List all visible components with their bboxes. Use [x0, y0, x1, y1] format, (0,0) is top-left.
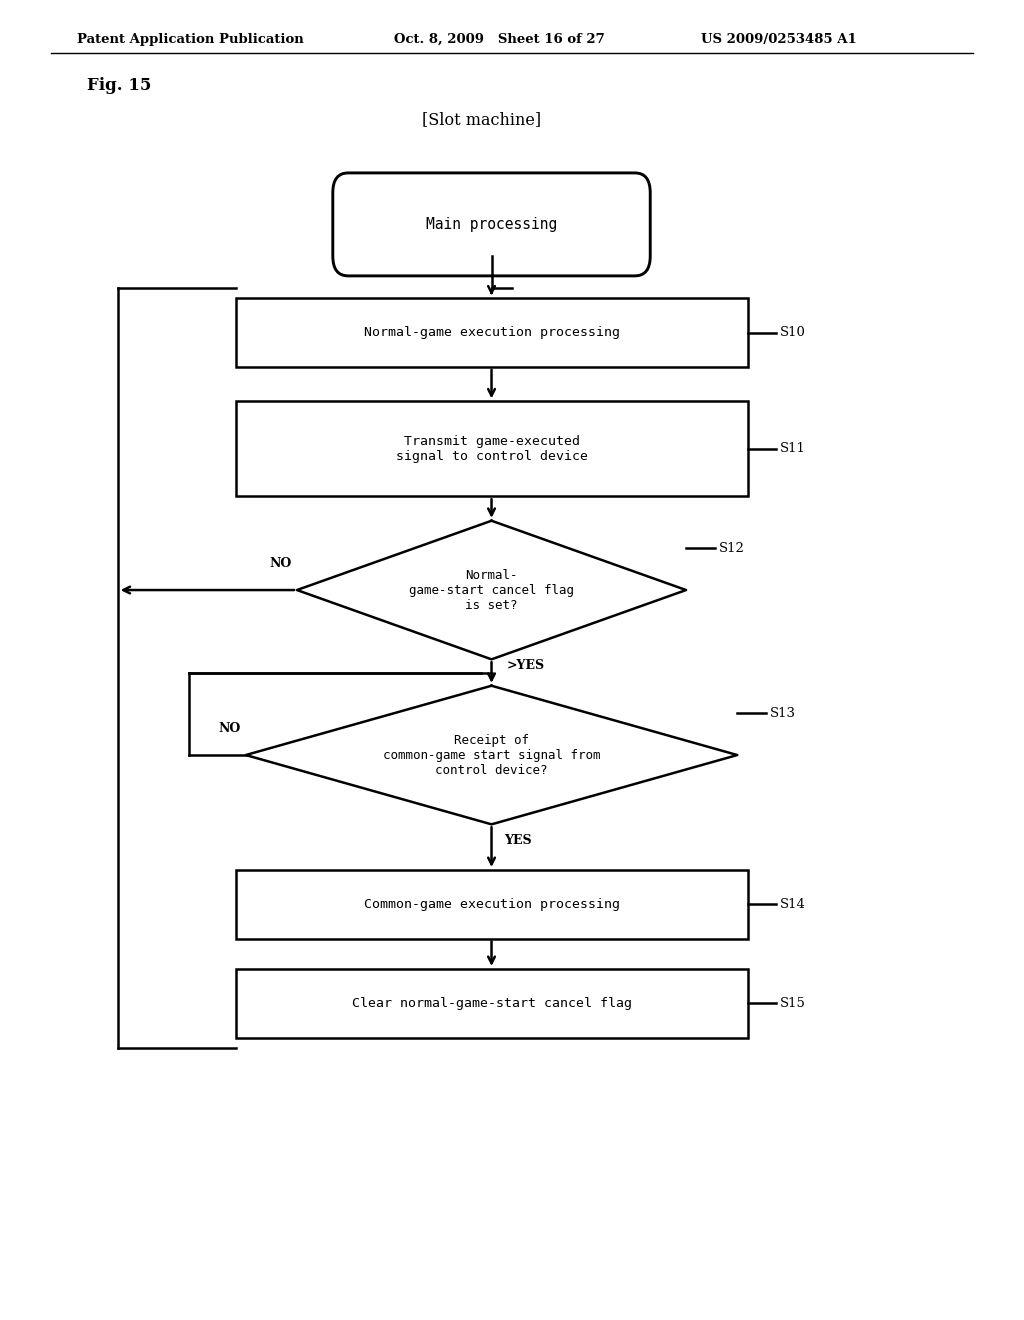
Text: US 2009/0253485 A1: US 2009/0253485 A1 — [701, 33, 857, 46]
Text: Common-game execution processing: Common-game execution processing — [364, 898, 620, 911]
Text: Normal-game execution processing: Normal-game execution processing — [364, 326, 620, 339]
Text: S14: S14 — [780, 898, 806, 911]
FancyBboxPatch shape — [236, 401, 748, 496]
Text: Fig. 15: Fig. 15 — [87, 77, 152, 94]
Text: YES: YES — [504, 834, 531, 847]
Text: NO: NO — [269, 557, 292, 570]
Text: Transmit game-executed
signal to control device: Transmit game-executed signal to control… — [395, 434, 588, 463]
Text: >YES: >YES — [507, 660, 545, 672]
Text: S11: S11 — [780, 442, 806, 455]
Text: S13: S13 — [770, 708, 796, 719]
Text: Normal-
game-start cancel flag
is set?: Normal- game-start cancel flag is set? — [409, 569, 574, 611]
Text: NO: NO — [218, 722, 241, 735]
Text: S12: S12 — [719, 543, 744, 554]
Text: Patent Application Publication: Patent Application Publication — [77, 33, 303, 46]
Text: Clear normal-game-start cancel flag: Clear normal-game-start cancel flag — [351, 997, 632, 1010]
Polygon shape — [246, 686, 737, 824]
Text: Main processing: Main processing — [426, 216, 557, 232]
FancyBboxPatch shape — [236, 969, 748, 1038]
Polygon shape — [297, 520, 686, 659]
FancyBboxPatch shape — [236, 870, 748, 939]
Text: [Slot machine]: [Slot machine] — [422, 111, 541, 128]
Text: S15: S15 — [780, 997, 806, 1010]
FancyBboxPatch shape — [236, 298, 748, 367]
Text: Oct. 8, 2009   Sheet 16 of 27: Oct. 8, 2009 Sheet 16 of 27 — [394, 33, 605, 46]
FancyBboxPatch shape — [333, 173, 650, 276]
Text: S10: S10 — [780, 326, 806, 339]
Text: Receipt of
common-game start signal from
control device?: Receipt of common-game start signal from… — [383, 734, 600, 776]
